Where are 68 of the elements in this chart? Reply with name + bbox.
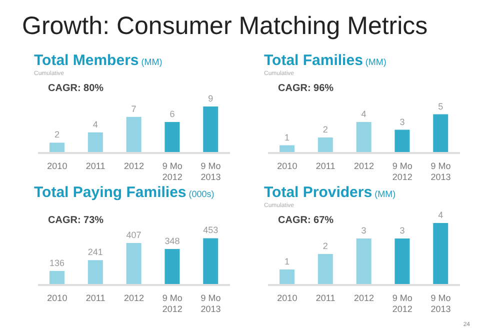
x-tick-label: 2012: [124, 293, 144, 303]
text: CAGR: 80%: [48, 83, 104, 94]
bar: [126, 116, 142, 153]
bar: [164, 249, 180, 285]
x-tick-label: 2011: [86, 293, 106, 303]
text: Growth: Consumer Matching Metrics: [22, 12, 428, 41]
x-tick-label: 9 Mo 2013: [430, 161, 451, 182]
x-tick-label: 2011: [316, 293, 336, 303]
bar: [394, 238, 410, 285]
data-label: 453: [203, 225, 218, 236]
bar: [356, 122, 372, 153]
chart-title: Total Providers (MM): [264, 184, 397, 202]
data-label: 5: [438, 101, 444, 112]
x-tick-label: 9 Mo 2013: [430, 293, 451, 314]
data-label: 3: [400, 116, 405, 127]
bar: [356, 238, 372, 285]
bar: [50, 270, 65, 285]
x-tick-label: 2012: [124, 161, 144, 171]
data-label: 9: [208, 94, 214, 104]
data-label: 407: [126, 230, 142, 240]
x-tick-label: 2011: [316, 161, 336, 171]
x-tick-label: 2010: [47, 293, 68, 303]
data-label: 4: [361, 109, 366, 119]
bar: [280, 270, 295, 285]
x-tick-label: 2012: [354, 161, 374, 171]
bar: [164, 122, 180, 153]
data-label: 1: [284, 132, 290, 142]
data-label: 348: [164, 236, 180, 246]
x-tick-label: 2012: [354, 293, 374, 303]
x-tick-label: 9 Mo 2012: [392, 161, 412, 182]
x-tick-label: 2010: [277, 161, 298, 171]
data-label: 2: [54, 130, 60, 140]
chart-title: Total Members (MM): [34, 52, 164, 70]
text: CAGR: 73%: [48, 215, 104, 226]
data-label: 2: [322, 241, 328, 251]
bar: [126, 242, 142, 285]
x-tick-label: 9 Mo 2012: [162, 293, 182, 314]
x-tick-label: 2010: [47, 161, 68, 171]
bar: [203, 106, 218, 153]
x-tick-label: 9 Mo 2013: [200, 161, 221, 182]
bar: [394, 130, 410, 153]
data-label: 3: [400, 226, 405, 236]
text: CAGR: 96%: [278, 83, 334, 94]
bar: [50, 142, 65, 153]
chart-title: Total Paying Families (000s): [34, 184, 216, 203]
x-tick-label: 9 Mo 2012: [392, 293, 412, 314]
x-tick-label: 9 Mo 2012: [162, 161, 182, 182]
data-label: 241: [88, 247, 103, 258]
data-label: 3: [361, 226, 366, 236]
bar: [88, 132, 103, 153]
bar: [203, 238, 218, 285]
data-label: 6: [170, 109, 175, 119]
x-tick-label: 9 Mo 2013: [200, 293, 221, 314]
bar: [433, 223, 448, 285]
data-label: 1: [284, 256, 290, 266]
data-label: 4: [92, 119, 98, 130]
data-label: 2: [322, 124, 328, 134]
bar: [318, 254, 333, 285]
chart-title: Total Families (MM): [264, 52, 388, 70]
x-tick-label: 2010: [277, 293, 298, 303]
annotation: CAGR: 67%: [278, 215, 334, 226]
data-label: 7: [131, 104, 136, 114]
x-tick-label: 2011: [86, 161, 106, 171]
bar: [88, 260, 103, 285]
bar: [433, 114, 448, 153]
data-label: 4: [438, 210, 444, 220]
bar: [318, 138, 333, 153]
data-label: 136: [50, 258, 65, 268]
